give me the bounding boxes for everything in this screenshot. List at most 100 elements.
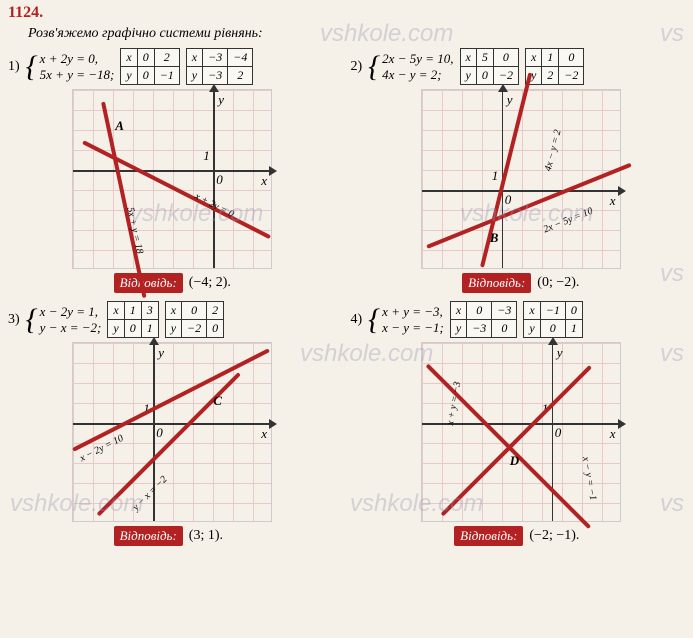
system-1: 1) { x + 2y = 0, 5x + y = −18; x02 y0−1 … — [8, 48, 343, 85]
brace-icon: { — [368, 308, 380, 332]
cell: 2 — [207, 302, 224, 320]
cell: 0 — [467, 302, 492, 320]
cell: −3 — [467, 320, 492, 338]
sys-num-3: 3) — [8, 312, 20, 328]
answer-4: Відповідь: (−2; −1). — [454, 526, 579, 546]
cell: 5 — [476, 49, 493, 67]
cell: 0 — [493, 49, 518, 67]
eq-2-1: 2x − 5y = 10, — [382, 51, 453, 67]
answer-label: Відповідь: — [454, 526, 523, 546]
x-label: x — [261, 426, 267, 442]
graph-grid: xy01x − 2y = 10y − x = −2C — [72, 342, 272, 522]
graph-3: xy01x − 2y = 10y − x = −2C — [72, 342, 272, 522]
cell: y — [460, 67, 476, 85]
cell: 0 — [559, 49, 584, 67]
x-label: x — [610, 193, 616, 209]
table-4b: x−10 y01 — [523, 301, 582, 338]
brace-icon: { — [26, 55, 38, 79]
intersection-point: D — [510, 453, 519, 469]
tick-label: 1 — [203, 148, 210, 164]
cell: 0 — [565, 302, 582, 320]
y-label: y — [507, 92, 513, 108]
graph-grid: xy01x + y = −3x − y = −1D — [421, 342, 621, 522]
x-axis — [73, 423, 271, 425]
intersection-point: A — [115, 118, 124, 134]
system-3: 3) { x − 2y = 1, y − x = −2; x13 y01 x02… — [8, 301, 343, 338]
cell: −2 — [182, 320, 207, 338]
cell: x — [121, 49, 137, 67]
cell: 1 — [542, 49, 559, 67]
answer-1: Відповідь: (−4; 2). — [114, 273, 231, 293]
equations-1: { x + 2y = 0, 5x + y = −18; — [26, 51, 115, 83]
cell: x — [108, 302, 124, 320]
tick-label: 1 — [492, 168, 499, 184]
origin-label: 0 — [505, 192, 512, 208]
answer-value-3: (3; 1). — [189, 528, 223, 544]
cell: 2 — [542, 67, 559, 85]
cell: y — [108, 320, 124, 338]
cell: 1 — [124, 302, 141, 320]
system-4: 4) { x + y = −3, x − y = −1; x0−3 y−30 x… — [351, 301, 686, 338]
graphs-row-1: xy01x + 2y = 05x + y = 18A xy012x − 5y =… — [8, 89, 685, 269]
cell: 0 — [540, 320, 565, 338]
cell: 0 — [182, 302, 207, 320]
systems-row-1: 1) { x + 2y = 0, 5x + y = −18; x02 y0−1 … — [8, 48, 685, 85]
cell: y — [524, 320, 540, 338]
line-equation-label: 4x − y = 2 — [542, 129, 563, 173]
answer-value-2: (0; −2). — [537, 275, 579, 291]
answer-2: Відповідь: (0; −2). — [462, 273, 579, 293]
cell: x — [186, 49, 202, 67]
graph-line-1 — [82, 140, 271, 239]
x-axis — [422, 190, 620, 192]
cell: 1 — [565, 320, 582, 338]
graph-grid: xy01x + 2y = 05x + y = 18A — [72, 89, 272, 269]
table-3a: x13 y01 — [107, 301, 158, 338]
cell: x — [524, 302, 540, 320]
cell: y — [165, 320, 181, 338]
graph-line-2 — [101, 102, 146, 298]
cell: −3 — [492, 302, 517, 320]
y-label: y — [218, 92, 224, 108]
systems-row-2: 3) { x − 2y = 1, y − x = −2; x13 y01 x02… — [8, 301, 685, 338]
answers-row-1: Відповідь: (−4; 2). Відповідь: (0; −2). — [8, 273, 685, 293]
eq-1-1: x + 2y = 0, — [40, 51, 115, 67]
table-2b: x10 y2−2 — [525, 48, 584, 85]
line-equation-label: 2x − 5y = 10 — [542, 206, 595, 236]
line-equation-label: x − y = −1 — [580, 456, 598, 501]
cell: −1 — [540, 302, 565, 320]
graphs-row-2: xy01x − 2y = 10y − x = −2C xy01x + y = −… — [8, 342, 685, 522]
cell: −2 — [493, 67, 518, 85]
graph-1: xy01x + 2y = 05x + y = 18A — [72, 89, 272, 269]
x-label: x — [610, 426, 616, 442]
graph-grid: xy012x − 5y = 104x − y = 2B — [421, 89, 621, 269]
brace-icon: { — [26, 308, 38, 332]
eq-4-1: x + y = −3, — [382, 304, 444, 320]
table-4a: x0−3 y−30 — [450, 301, 518, 338]
y-axis — [213, 90, 215, 268]
answer-label: Відповідь: — [114, 273, 183, 293]
intro-text: Розв'яжемо графічно системи рівнянь: — [28, 26, 685, 42]
cell: 0 — [137, 49, 154, 67]
cell: −2 — [559, 67, 584, 85]
eq-3-1: x − 2y = 1, — [40, 304, 102, 320]
cell: x — [525, 49, 541, 67]
graph-line-1 — [72, 348, 270, 451]
cell: −4 — [228, 49, 253, 67]
cell: y — [450, 320, 466, 338]
cell: 0 — [137, 67, 154, 85]
eq-1-2: 5x + y = −18; — [40, 67, 115, 83]
graph-line-2 — [440, 365, 591, 516]
cell: 0 — [124, 320, 141, 338]
eq-2-2: 4x − y = 2; — [382, 67, 453, 83]
cell: y — [121, 67, 137, 85]
sys-num-2: 2) — [351, 59, 363, 75]
x-label: x — [261, 173, 267, 189]
table-1b: x−3−4 y−32 — [186, 48, 254, 85]
brace-icon: { — [368, 55, 380, 79]
problem-number: 1124. — [8, 4, 685, 22]
cell: 2 — [154, 49, 179, 67]
sys-num-4: 4) — [351, 312, 363, 328]
table-1a: x02 y0−1 — [120, 48, 179, 85]
cell: 0 — [207, 320, 224, 338]
cell: 0 — [492, 320, 517, 338]
